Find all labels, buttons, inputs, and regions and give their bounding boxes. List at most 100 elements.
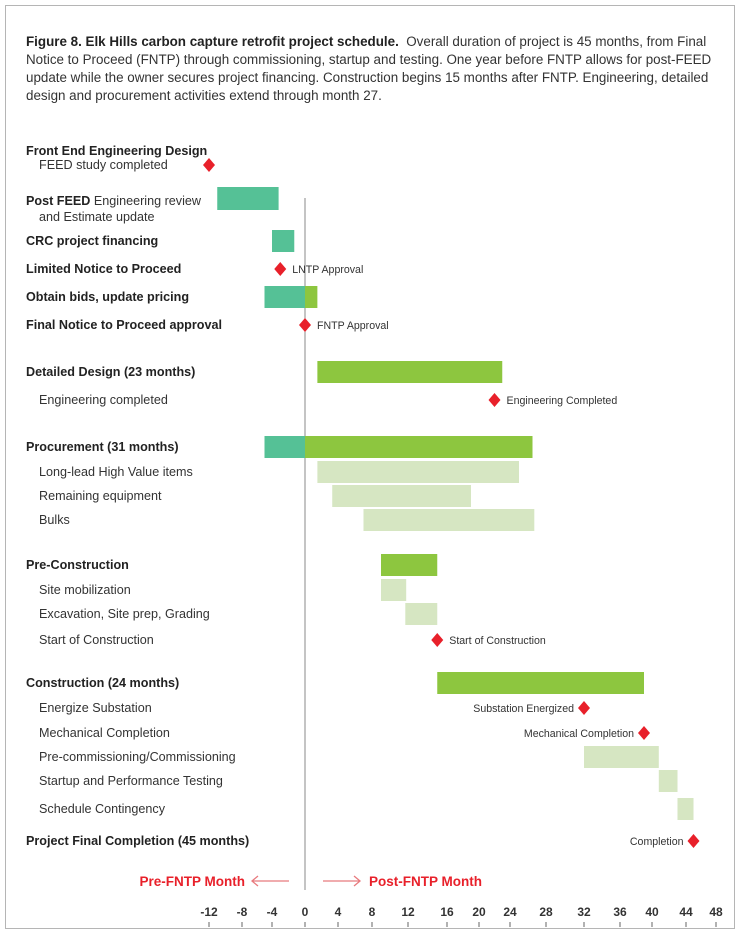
row-label: Mechanical Completion <box>39 726 170 740</box>
row-label: Startup and Performance Testing <box>39 774 223 788</box>
gantt-row: Startup and Performance Testing <box>39 770 678 792</box>
row-label-text: Start of Construction <box>39 633 154 647</box>
gantt-bar-subtask <box>584 746 659 768</box>
milestone-label: Mechanical Completion <box>524 728 634 740</box>
x-tick-label: -4 <box>267 905 278 919</box>
row-label: Engineering completed <box>39 393 168 407</box>
gantt-row: CRC project financing <box>26 230 295 252</box>
gantt-row: Site mobilization <box>39 579 407 601</box>
row-label-bold: Obtain bids, update pricing <box>26 290 189 304</box>
row-label-bold: Project Final Completion (45 months) <box>26 834 249 848</box>
row-label-bold: Post FEED <box>26 194 90 208</box>
gantt-bar-summary <box>381 554 438 576</box>
milestone-diamond-icon <box>203 158 215 172</box>
figure-caption: Figure 8. Elk Hills carbon capture retro… <box>26 33 716 105</box>
milestone-diamond-icon <box>274 262 287 276</box>
milestone-diamond-icon <box>431 633 444 647</box>
caption-text: Overall duration of project is 45 months… <box>26 34 712 103</box>
x-tick-label: 12 <box>401 905 415 919</box>
x-axis: -12 -8 -4 0 4 8 12 16 20 24 28 32 36 40 44 48 <box>200 198 723 927</box>
gantt-row: Detailed Design (23 months) <box>26 361 503 383</box>
x-tick-label: 4 <box>335 905 342 919</box>
gantt-bar-pre_fntp <box>264 436 305 458</box>
post-fntp-label: Post-FNTP Month <box>369 874 482 889</box>
row-label: Front End Engineering Design <box>26 144 207 158</box>
gantt-row: Bulks <box>39 509 535 531</box>
gantt-bar-pre_fntp <box>272 230 295 252</box>
gantt-row: Limited Notice to Proceed LNTP Approval <box>26 262 363 276</box>
row-label-text: Startup and Performance Testing <box>39 774 223 788</box>
row-label: Schedule Contingency <box>39 802 166 816</box>
gantt-bar-summary <box>437 672 644 694</box>
row-label-text: Site mobilization <box>39 583 131 597</box>
x-tick-label: 32 <box>577 905 591 919</box>
row-label: Energize Substation <box>39 701 152 715</box>
milestone-label: Engineering Completed <box>507 395 618 407</box>
milestone-label: Substation Energized <box>473 703 574 715</box>
gantt-row: Pre-Construction <box>26 554 438 576</box>
gantt-bar-subtask <box>658 770 678 792</box>
gantt-bar-subtask <box>677 798 694 820</box>
row-label: Pre-commissioning/Commissioning <box>39 750 236 764</box>
x-tick-label: -8 <box>237 905 248 919</box>
row-label-text: Remaining equipment <box>39 489 162 503</box>
milestone-label: LNTP Approval <box>292 264 363 276</box>
row-label: CRC project financing <box>26 234 158 248</box>
x-tick-label: 36 <box>613 905 627 919</box>
gantt-bar-subtask <box>405 603 438 625</box>
gantt-row: Excavation, Site prep, Grading <box>39 603 438 625</box>
row-label: Pre-Construction <box>26 558 129 572</box>
gantt-row: Obtain bids, update pricing <box>26 286 318 308</box>
row-label: Bulks <box>39 513 70 527</box>
row-label-text: Schedule Contingency <box>39 802 166 816</box>
caption-title: Figure 8. Elk Hills carbon capture retro… <box>26 34 399 49</box>
gantt-bar-summary <box>317 361 503 383</box>
x-tick-label: 0 <box>302 905 309 919</box>
row-label-bold: Construction (24 months) <box>26 676 179 690</box>
row-label-bold: CRC project financing <box>26 234 158 248</box>
gantt-row: Project Final Completion (45 months) Comp… <box>26 834 700 848</box>
gantt-row: Remaining equipment <box>39 485 471 507</box>
gantt-row: Schedule Contingency <box>39 798 694 820</box>
row-label-text: Bulks <box>39 513 70 527</box>
gantt-row: Long-lead High Value items <box>39 461 519 483</box>
row-label: Project Final Completion (45 months) <box>26 834 249 848</box>
row-label: Start of Construction <box>39 633 154 647</box>
left-arrow-icon <box>250 875 289 887</box>
x-tick-label: 48 <box>709 905 723 919</box>
gantt-bar-subtask <box>381 579 407 601</box>
gantt-row: Energize Substation Substation Energized <box>39 701 590 715</box>
milestone-diamond-icon <box>578 701 590 715</box>
milestone-diamond-icon <box>638 726 650 740</box>
x-tick-label: 28 <box>539 905 553 919</box>
x-tick-label: 16 <box>440 905 454 919</box>
x-tick-label: 20 <box>472 905 486 919</box>
milestone-label: Start of Construction <box>449 635 546 647</box>
row-label: Limited Notice to Proceed <box>26 262 181 276</box>
row-label-text: Pre-commissioning/Commissioning <box>39 750 236 764</box>
row-label: Procurement (31 months) <box>26 440 179 454</box>
row-label-bold: Detailed Design (23 months) <box>26 365 195 379</box>
gantt-row: FEED study completed <box>39 158 215 172</box>
gantt-row: Final Notice to Proceed approval FNTP App… <box>26 318 389 332</box>
row-label: FEED study completed <box>39 158 168 172</box>
row-label-text: Mechanical Completion <box>39 726 170 740</box>
row-label-text: Engineering review <box>90 194 202 208</box>
row-label: Site mobilization <box>39 583 131 597</box>
row-label-text: Energize Substation <box>39 701 152 715</box>
gantt-bar-summary <box>305 436 533 458</box>
row-label-text: FEED study completed <box>39 158 168 172</box>
gantt-bar-pre_fntp <box>264 286 305 308</box>
row-label: Remaining equipment <box>39 489 162 503</box>
gantt-row: Mechanical Completion Mechanical Completi… <box>39 726 650 740</box>
milestone-diamond-icon <box>299 318 311 332</box>
row-label: Long-lead High Value items <box>39 465 193 479</box>
x-tick-label: 24 <box>503 905 517 919</box>
row-label-bold: Front End Engineering Design <box>26 144 207 158</box>
gantt-row: Post FEED Engineering review and Estimate… <box>26 187 279 224</box>
row-label-bold: Final Notice to Proceed approval <box>26 318 222 332</box>
gantt-bar-summary <box>305 286 318 308</box>
row-label-bold: Limited Notice to Proceed <box>26 262 181 276</box>
milestone-diamond-icon <box>488 393 501 407</box>
milestone-label: FNTP Approval <box>317 320 389 332</box>
